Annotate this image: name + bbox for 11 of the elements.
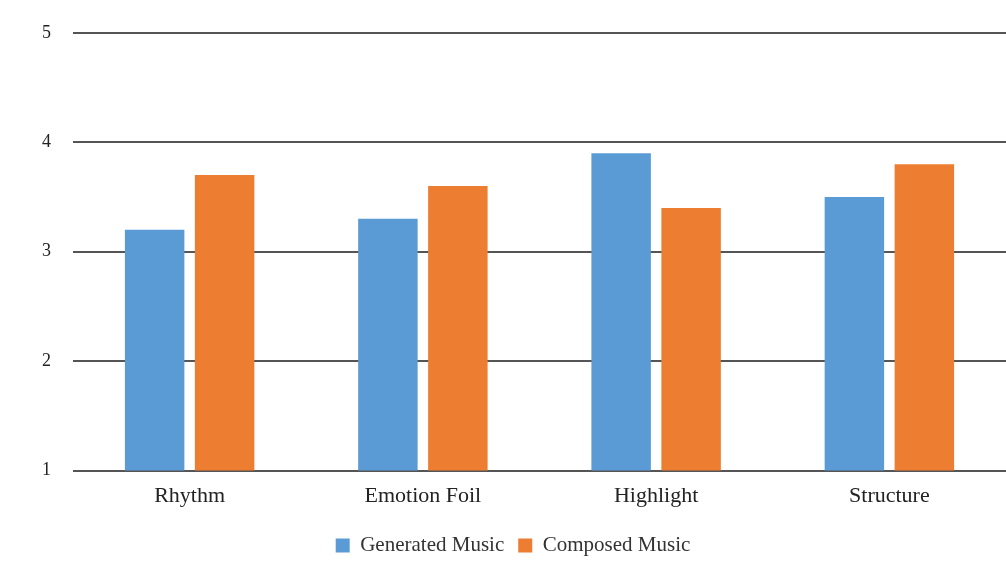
legend-label: Composed Music <box>542 532 691 557</box>
y-tick-label: 4 <box>42 130 51 151</box>
y-tick-label: 2 <box>42 349 51 370</box>
x-tick-label: Rhythm <box>154 481 226 507</box>
x-tick-label: Highlight <box>613 481 699 507</box>
y-tick-label: 5 <box>42 21 51 42</box>
legend-label: Generated Music <box>360 532 505 557</box>
y-tick-label: 1 <box>42 459 51 480</box>
y-tick-label: 3 <box>42 240 51 261</box>
x-tick-label: Emotion Foil <box>364 481 482 507</box>
x-tick-label: Structure <box>849 481 930 507</box>
